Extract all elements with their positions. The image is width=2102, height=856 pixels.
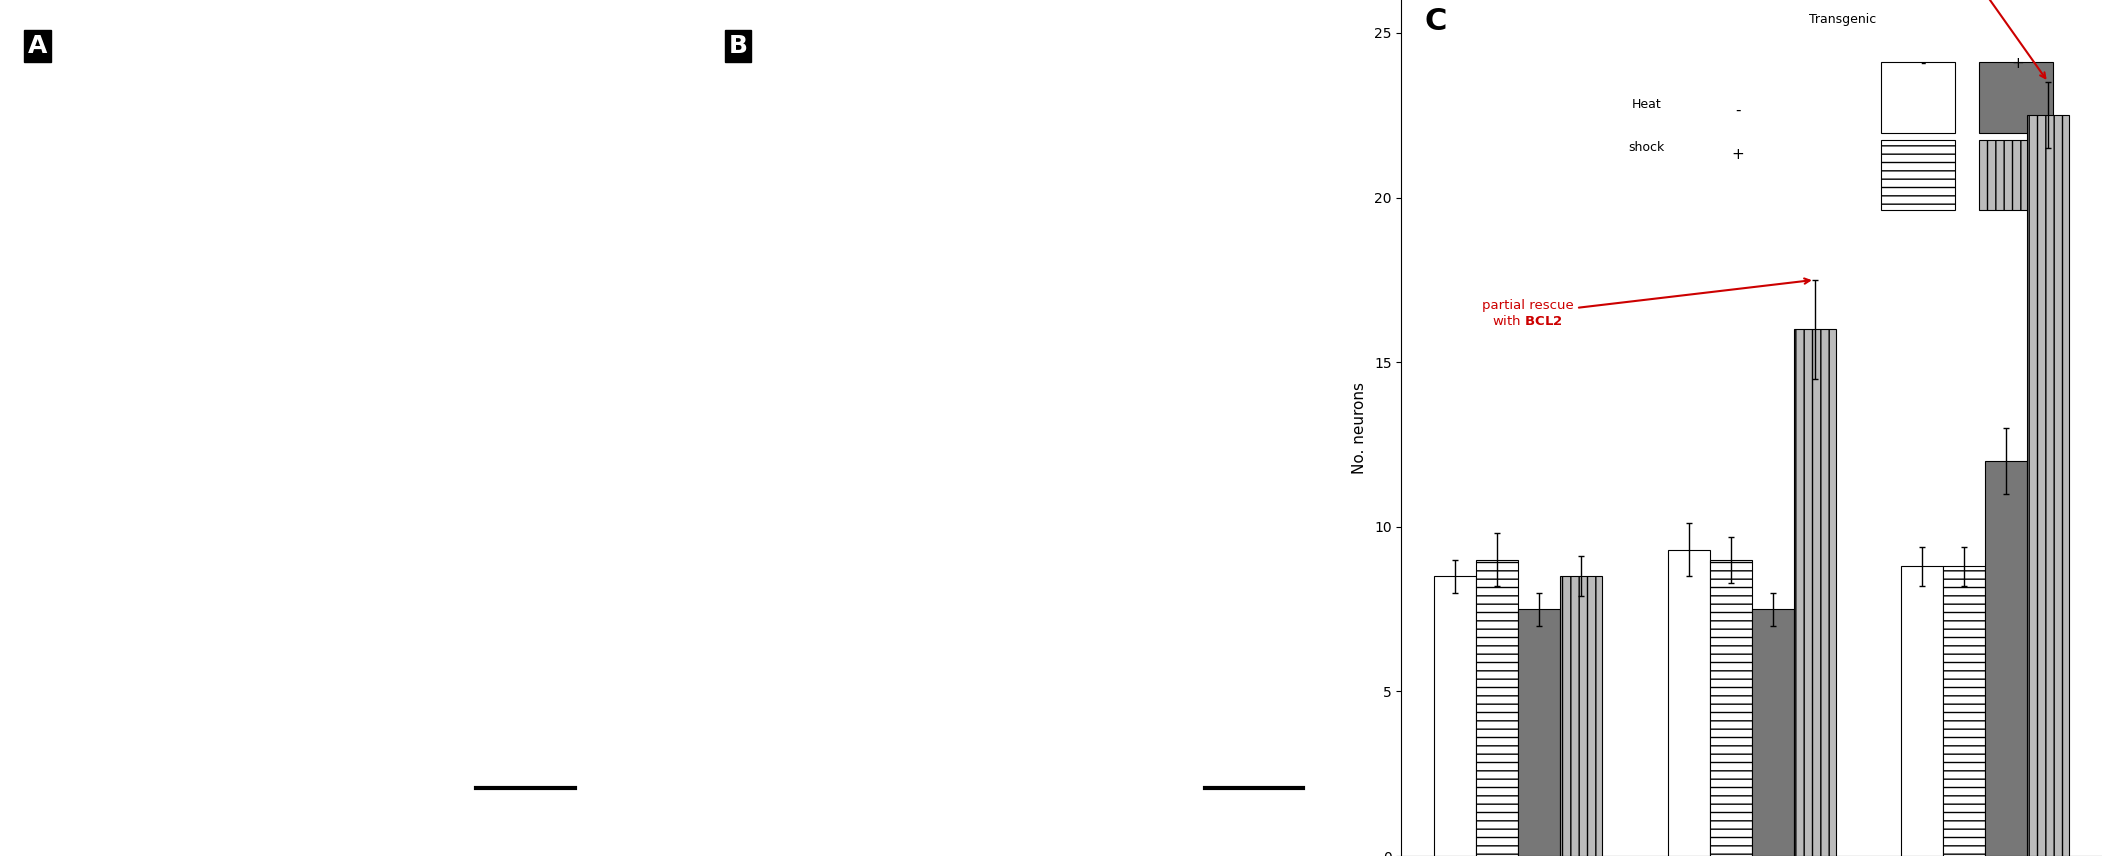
- Text: partial rescue
with $\bf{BCL2}$: partial rescue with $\bf{BCL2}$: [1482, 278, 1810, 329]
- Bar: [1476, 560, 1518, 856]
- Bar: [2026, 116, 2068, 856]
- Bar: [1667, 550, 1709, 856]
- Bar: [1980, 140, 2054, 210]
- Text: A: A: [27, 34, 48, 58]
- Text: +: +: [1732, 146, 1745, 162]
- Bar: [1560, 576, 1602, 856]
- Text: B: B: [729, 34, 748, 58]
- Text: less cell death: less cell death: [992, 722, 1110, 740]
- Bar: [1984, 461, 2026, 856]
- Text: shock: shock: [1629, 141, 1665, 154]
- Bar: [1942, 567, 1984, 856]
- Bar: [1881, 62, 1955, 133]
- Bar: [1980, 62, 2054, 133]
- Text: +: +: [2012, 56, 2024, 71]
- Bar: [1709, 560, 1751, 856]
- Bar: [1751, 609, 1793, 856]
- Text: Heat: Heat: [1631, 98, 1661, 111]
- Bar: [1881, 140, 1955, 210]
- Text: cell death: cell death: [254, 722, 334, 740]
- Bar: [1793, 330, 1835, 856]
- Text: complete rescue with $\it{ced}$-$\it{9}$: complete rescue with $\it{ced}$-$\it{9}$: [1835, 0, 2045, 78]
- Bar: [1518, 609, 1560, 856]
- Text: -: -: [1921, 56, 1925, 71]
- Text: C: C: [1425, 7, 1446, 36]
- Text: Transgenic: Transgenic: [1810, 13, 1877, 26]
- Bar: [1900, 567, 1942, 856]
- Text: -: -: [1734, 103, 1740, 118]
- Bar: [1434, 576, 1476, 856]
- Y-axis label: No. neurons: No. neurons: [1352, 382, 1366, 474]
